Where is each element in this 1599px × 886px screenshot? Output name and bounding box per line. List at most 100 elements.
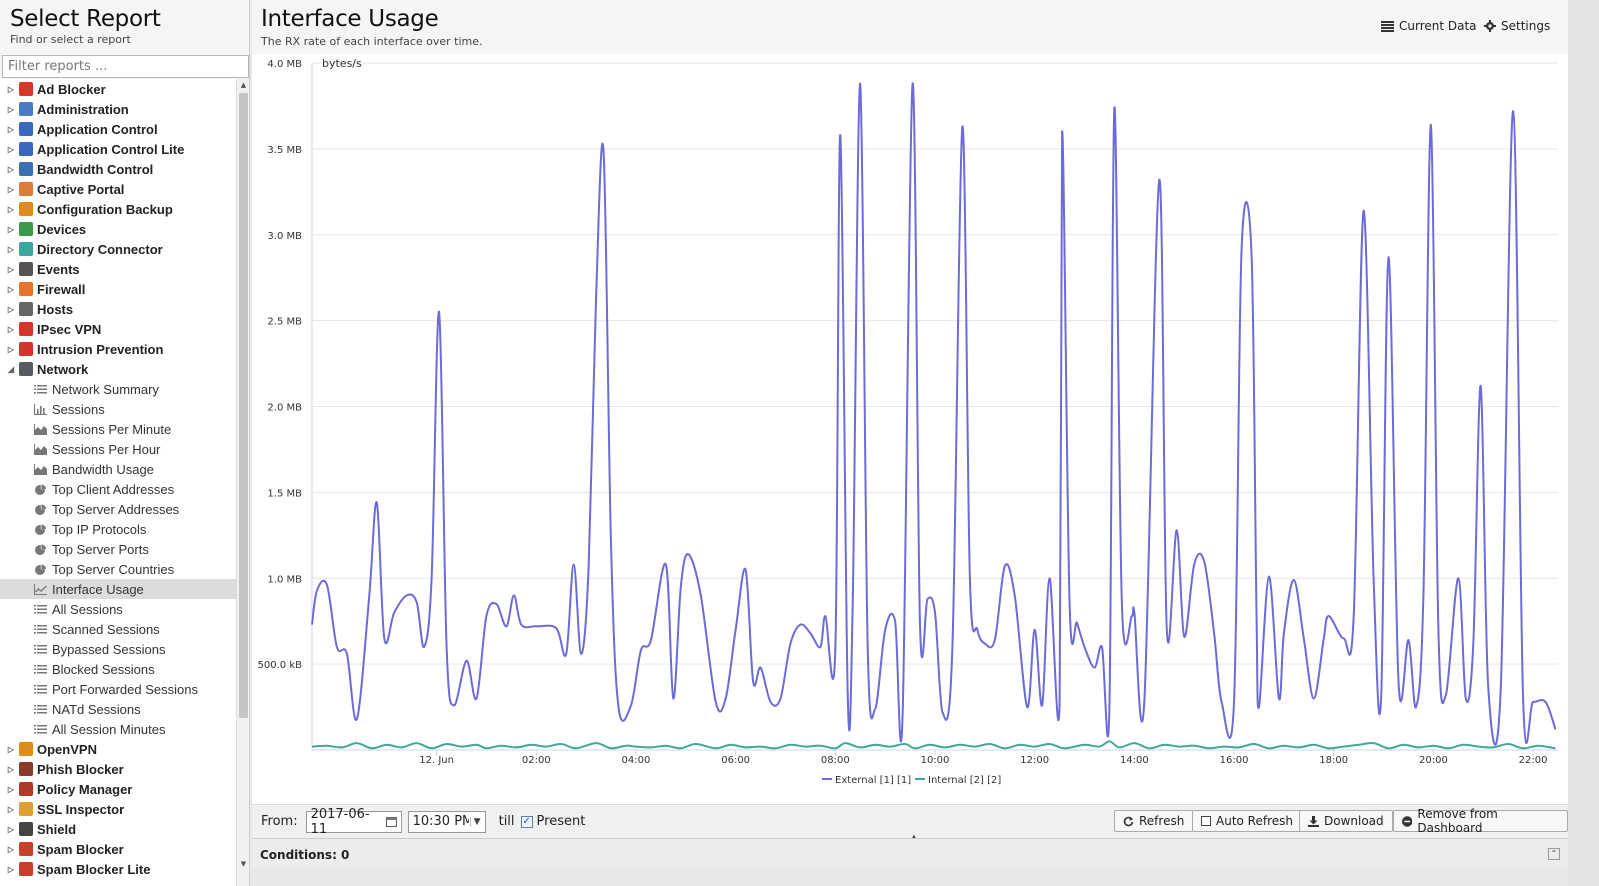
- tree-report-all-session-minutes[interactable]: All Session Minutes: [0, 719, 236, 739]
- x-tick-label: 12:00: [1020, 755, 1049, 766]
- tree-category-configuration-backup[interactable]: ▷ Configuration Backup: [0, 199, 236, 219]
- expand-triangle-icon[interactable]: ▷: [7, 784, 15, 794]
- collapse-icon[interactable]: ⌃: [1548, 848, 1560, 860]
- tree-category-captive-portal[interactable]: ▷ Captive Portal: [0, 179, 236, 199]
- tree-category-spam-blocker[interactable]: ▷ Spam Blocker: [0, 839, 236, 859]
- expand-triangle-icon[interactable]: ▷: [7, 324, 15, 334]
- tree-scrollbar[interactable]: ▲ ▼: [236, 79, 249, 886]
- tree-report-top-server-countries[interactable]: Top Server Countries: [0, 559, 236, 579]
- tree-report-interface-usage[interactable]: Interface Usage: [0, 579, 236, 599]
- tree-category-firewall[interactable]: ▷ Firewall: [0, 279, 236, 299]
- remove-from-dashboard-button[interactable]: Remove from Dashboard: [1393, 807, 1568, 835]
- tree-report-label: Bandwidth Usage: [52, 461, 154, 477]
- tree-category-intrusion-prevention[interactable]: ▷ Intrusion Prevention: [0, 339, 236, 359]
- tree-report-top-client-addresses[interactable]: Top Client Addresses: [0, 479, 236, 499]
- app-icon: [19, 182, 33, 196]
- expand-triangle-icon[interactable]: ▷: [7, 804, 15, 814]
- expand-triangle-icon[interactable]: ▷: [7, 104, 15, 114]
- line-chart-icon: [34, 583, 47, 595]
- x-tick-label: 02:00: [522, 755, 551, 766]
- scroll-thumb[interactable]: [239, 93, 248, 718]
- from-time-select[interactable]: 10:30 PM ▼: [407, 810, 486, 833]
- expand-triangle-icon[interactable]: ▷: [7, 144, 15, 154]
- tree-report-sessions-per-minute[interactable]: Sessions Per Minute: [0, 419, 236, 439]
- expand-triangle-icon[interactable]: ▷: [7, 124, 15, 134]
- tree-report-bypassed-sessions[interactable]: Bypassed Sessions: [0, 639, 236, 659]
- tree-category-phish-blocker[interactable]: ▷ Phish Blocker: [0, 759, 236, 779]
- scroll-down-arrow-icon[interactable]: ▼: [240, 860, 247, 868]
- expand-triangle-icon[interactable]: ▷: [7, 244, 15, 254]
- bottom-strip: [252, 869, 1568, 886]
- from-date-field[interactable]: 2017-06-11: [305, 807, 402, 837]
- tree-report-top-server-addresses[interactable]: Top Server Addresses: [0, 499, 236, 519]
- tree-report-sessions-per-hour[interactable]: Sessions Per Hour: [0, 439, 236, 459]
- present-checkbox[interactable]: ✓: [520, 815, 533, 828]
- expand-triangle-icon[interactable]: ▷: [7, 204, 15, 214]
- expand-triangle-icon[interactable]: ▷: [7, 264, 15, 274]
- current-data-button[interactable]: Current Data: [1381, 19, 1477, 33]
- tree-category-devices[interactable]: ▷ Devices: [0, 219, 236, 239]
- expand-triangle-icon[interactable]: ▷: [7, 844, 15, 854]
- collapse-triangle-icon[interactable]: ◢: [7, 364, 15, 374]
- auto-refresh-button[interactable]: Auto Refresh: [1192, 810, 1302, 832]
- tree-category-application-control[interactable]: ▷ Application Control: [0, 119, 236, 139]
- expand-triangle-icon[interactable]: ▷: [7, 304, 15, 314]
- tree-report-port-forwarded-sessions[interactable]: Port Forwarded Sessions: [0, 679, 236, 699]
- expand-triangle-icon[interactable]: ▷: [7, 744, 15, 754]
- y-tick-label: 4.0 MB: [267, 59, 302, 70]
- minus-circle-icon: [1402, 815, 1413, 827]
- expand-triangle-icon[interactable]: ▷: [7, 224, 15, 234]
- tree-category-hosts[interactable]: ▷ Hosts: [0, 299, 236, 319]
- tree-report-natd-sessions[interactable]: NATd Sessions: [0, 699, 236, 719]
- tree-category-application-control-lite[interactable]: ▷ Application Control Lite: [0, 139, 236, 159]
- download-button[interactable]: Download: [1299, 810, 1393, 832]
- tree-report-all-sessions[interactable]: All Sessions: [0, 599, 236, 619]
- tree-report-scanned-sessions[interactable]: Scanned Sessions: [0, 619, 236, 639]
- refresh-button[interactable]: Refresh: [1114, 810, 1194, 832]
- tree-category-label: Directory Connector: [37, 241, 163, 257]
- tree-category-ssl-inspector[interactable]: ▷ SSL Inspector: [0, 799, 236, 819]
- report-type-icon: [34, 583, 47, 595]
- tree-category-shield[interactable]: ▷ Shield: [0, 819, 236, 839]
- report-sidebar: Select Report Find or select a report ▷ A…: [0, 0, 250, 886]
- pie-chart-icon: [35, 483, 47, 495]
- expand-triangle-icon[interactable]: ▷: [7, 824, 15, 834]
- auto-refresh-label: Auto Refresh: [1216, 814, 1293, 828]
- tree-report-top-server-ports[interactable]: Top Server Ports: [0, 539, 236, 559]
- expand-triangle-icon[interactable]: ▷: [7, 84, 15, 94]
- tree-category-administration[interactable]: ▷ Administration: [0, 99, 236, 119]
- expand-triangle-icon[interactable]: ▷: [7, 184, 15, 194]
- tree-report-top-ip-protocols[interactable]: Top IP Protocols: [0, 519, 236, 539]
- tree-category-events[interactable]: ▷ Events: [0, 259, 236, 279]
- settings-button[interactable]: Settings: [1484, 19, 1550, 33]
- tree-report-bandwidth-usage[interactable]: Bandwidth Usage: [0, 459, 236, 479]
- date-range-toolbar: From: 2017-06-11 10:30 PM ▼ till ✓ Prese…: [252, 804, 1568, 838]
- current-data-label: Current Data: [1399, 19, 1477, 33]
- expand-triangle-icon[interactable]: ▷: [7, 344, 15, 354]
- chevron-down-icon[interactable]: ▼: [469, 816, 481, 827]
- expand-triangle-icon[interactable]: ▷: [7, 764, 15, 774]
- tree-category-policy-manager[interactable]: ▷ Policy Manager: [0, 779, 236, 799]
- tree-report-network-summary[interactable]: Network Summary: [0, 379, 236, 399]
- tree-category-bandwidth-control[interactable]: ▷ Bandwidth Control: [0, 159, 236, 179]
- conditions-panel[interactable]: Conditions: 0 ⌃: [252, 838, 1568, 869]
- tree-report-sessions[interactable]: Sessions: [0, 399, 236, 419]
- refresh-label: Refresh: [1139, 814, 1185, 828]
- x-tick-label: 18:00: [1319, 755, 1348, 766]
- tree-category-directory-connector[interactable]: ▷ Directory Connector: [0, 239, 236, 259]
- expand-triangle-icon[interactable]: ▷: [7, 164, 15, 174]
- tree-category-spam-blocker-lite[interactable]: ▷ Spam Blocker Lite: [0, 859, 236, 879]
- calendar-icon[interactable]: [385, 816, 397, 827]
- splitter-handle-icon[interactable]: ▲: [911, 833, 917, 841]
- filter-reports-input[interactable]: [2, 55, 249, 78]
- tree-report-blocked-sessions[interactable]: Blocked Sessions: [0, 659, 236, 679]
- expand-triangle-icon[interactable]: ▷: [7, 864, 15, 874]
- report-description: The RX rate of each interface over time.: [261, 35, 483, 48]
- tree-category-ad-blocker[interactable]: ▷ Ad Blocker: [0, 79, 236, 99]
- tree-category-openvpn[interactable]: ▷ OpenVPN: [0, 739, 236, 759]
- tree-category-ipsec-vpn[interactable]: ▷ IPsec VPN: [0, 319, 236, 339]
- expand-triangle-icon[interactable]: ▷: [7, 284, 15, 294]
- scroll-up-arrow-icon[interactable]: ▲: [240, 81, 247, 89]
- sidebar-title: Select Report: [10, 6, 161, 32]
- tree-category-network[interactable]: ◢ Network: [0, 359, 236, 379]
